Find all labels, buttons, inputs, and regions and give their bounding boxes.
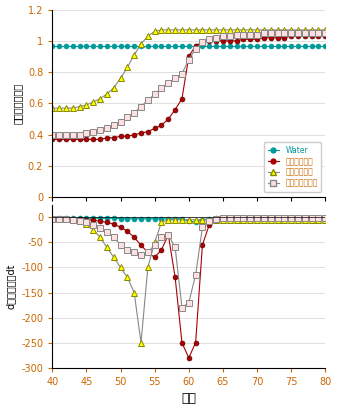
Legend: Water, 野性型造伝子, 変異型造伝子, 変異型＋野性型: Water, 野性型造伝子, 変異型造伝子, 変異型＋野性型 xyxy=(264,142,321,192)
Y-axis label: 蕉光強度相対値: 蕉光強度相対値 xyxy=(12,83,22,124)
Y-axis label: d蕉光強度／dt: d蕉光強度／dt xyxy=(5,263,16,309)
X-axis label: 温度: 温度 xyxy=(181,393,196,405)
